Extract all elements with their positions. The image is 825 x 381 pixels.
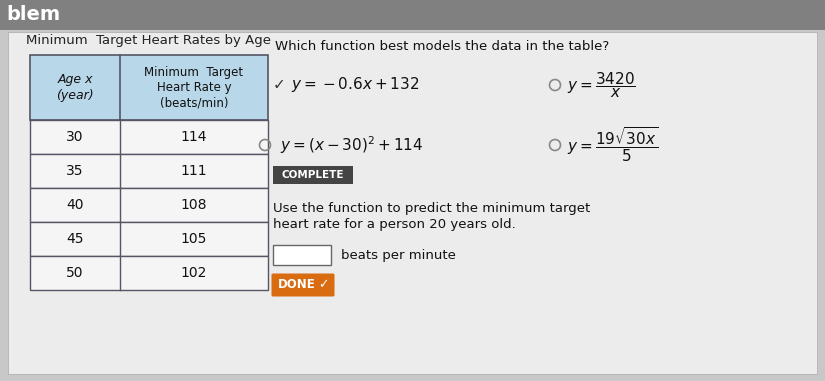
Text: DONE: DONE	[278, 279, 316, 291]
Text: 108: 108	[181, 198, 207, 212]
Text: 105: 105	[181, 232, 207, 246]
Text: 35: 35	[66, 164, 84, 178]
Text: beats per minute: beats per minute	[341, 248, 456, 261]
Text: $y = \dfrac{19\sqrt{30x}}{5}$: $y = \dfrac{19\sqrt{30x}}{5}$	[567, 126, 658, 164]
Text: $y = -0.6x + 132$: $y = -0.6x + 132$	[291, 75, 419, 94]
Text: Age x
(year): Age x (year)	[56, 74, 94, 101]
Text: ✓: ✓	[273, 77, 285, 93]
Text: Minimum  Target
Heart Rate y
(beats/min): Minimum Target Heart Rate y (beats/min)	[144, 66, 243, 109]
Text: 102: 102	[181, 266, 207, 280]
Bar	[0, 0, 825, 30]
Text: Use the function to predict the minimum target: Use the function to predict the minimum …	[273, 202, 590, 215]
Text: Which function best models the data in the table?: Which function best models the data in t…	[275, 40, 609, 53]
Bar	[30, 55, 268, 120]
Bar	[30, 188, 268, 222]
Text: COMPLETE: COMPLETE	[282, 170, 344, 180]
Text: Minimum  Target Heart Rates by Age: Minimum Target Heart Rates by Age	[26, 34, 271, 47]
Bar	[30, 222, 268, 256]
Text: 40: 40	[66, 198, 84, 212]
Bar	[8, 32, 817, 374]
Text: 30: 30	[66, 130, 84, 144]
Bar	[30, 120, 268, 154]
Text: $y = \dfrac{3420}{x}$: $y = \dfrac{3420}{x}$	[567, 70, 636, 100]
Text: ✓: ✓	[318, 279, 328, 291]
Bar	[273, 166, 353, 184]
Text: $y = (x-30)^2 + 114$: $y = (x-30)^2 + 114$	[280, 134, 423, 156]
Text: heart rate for a person 20 years old.: heart rate for a person 20 years old.	[273, 218, 516, 231]
FancyBboxPatch shape	[271, 274, 334, 296]
Bar	[273, 245, 331, 265]
Text: 114: 114	[181, 130, 207, 144]
Text: 50: 50	[66, 266, 84, 280]
Text: 111: 111	[181, 164, 207, 178]
Text: blem: blem	[6, 5, 60, 24]
Bar	[30, 154, 268, 188]
Bar	[30, 256, 268, 290]
Text: 45: 45	[66, 232, 84, 246]
